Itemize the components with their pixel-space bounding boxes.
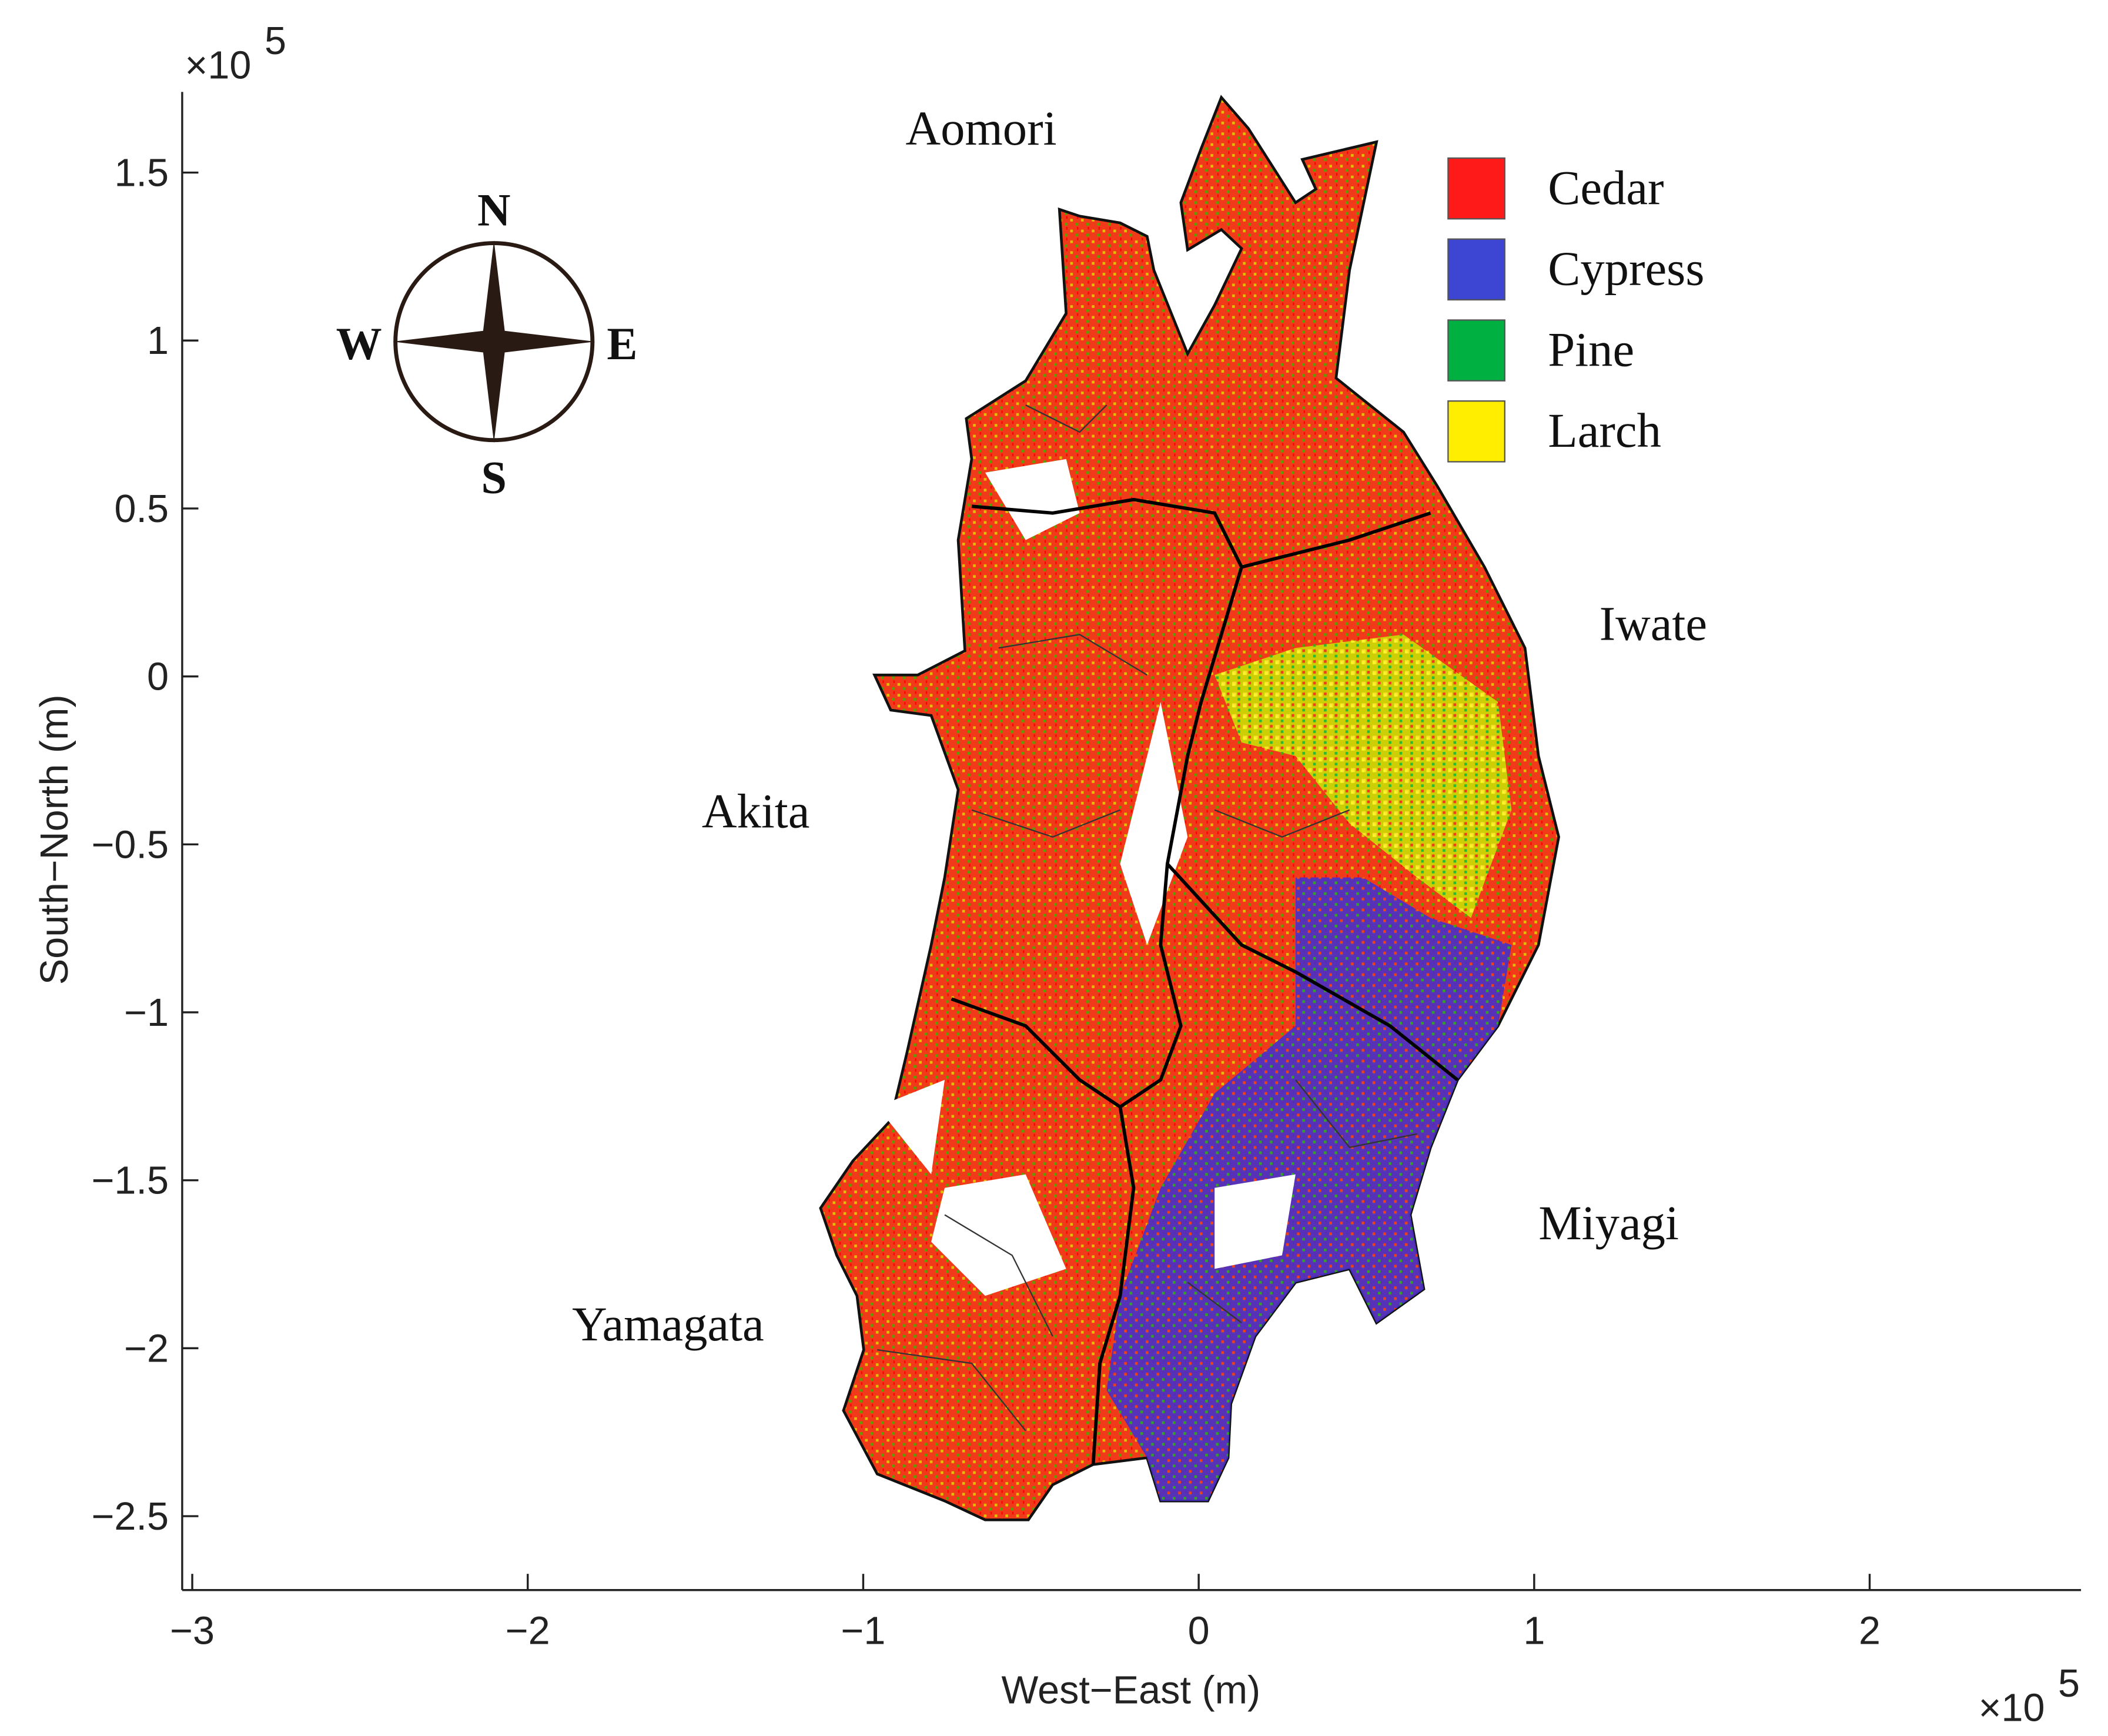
- y-tick-label: −0.5: [92, 823, 169, 867]
- compass-letter: W: [336, 318, 382, 369]
- region-label: Akita: [702, 784, 810, 838]
- legend-swatch: [1447, 238, 1505, 301]
- x-multiplier-power: 5: [2058, 1662, 2080, 1705]
- region-label: Yamagata: [572, 1297, 764, 1351]
- y-tick-label: 0.5: [114, 487, 169, 531]
- y-tick-label: −1.5: [92, 1159, 169, 1203]
- compass-letter: E: [607, 318, 637, 369]
- clearing: [877, 459, 1296, 1296]
- x-tick-label: 0: [1188, 1610, 1210, 1653]
- y-multiplier: ×10: [185, 44, 252, 87]
- x-tick-label: −1: [841, 1610, 886, 1653]
- y-tick-label: −2.5: [92, 1495, 169, 1538]
- x-tick-label: 1: [1523, 1610, 1545, 1653]
- x-tick-label: −2: [506, 1610, 550, 1653]
- legend-label: Cedar: [1548, 160, 1664, 215]
- legend-swatch: [1447, 319, 1505, 382]
- legend-label: Larch: [1548, 403, 1661, 457]
- y-axis-label: South−North (m): [33, 694, 76, 985]
- x-axis-label: West−East (m): [1001, 1669, 1260, 1712]
- legend-swatch: [1447, 400, 1505, 463]
- compass-letter: S: [481, 451, 507, 503]
- legend-label: Cypress: [1548, 242, 1704, 296]
- x-tick-label: 2: [1859, 1610, 1881, 1653]
- region-label: Iwate: [1600, 597, 1708, 651]
- cypress-area: [1106, 877, 1512, 1501]
- y-tick-label: 1.5: [114, 152, 169, 195]
- x-multiplier: ×10: [1979, 1686, 2045, 1730]
- y-tick-label: −2: [124, 1327, 169, 1370]
- prefecture-border: [951, 497, 1459, 1465]
- y-tick-label: 1: [147, 319, 169, 363]
- municipal-borders: [877, 404, 1417, 1431]
- y-multiplier-power: 5: [265, 19, 286, 63]
- legend-swatch: [1447, 157, 1505, 220]
- region-label: Miyagi: [1538, 1196, 1679, 1250]
- map-land: [819, 95, 1560, 1521]
- region-label: Aomori: [906, 101, 1057, 155]
- compass-letter: N: [477, 185, 510, 236]
- legend-label: Pine: [1548, 322, 1634, 376]
- x-tick-label: −3: [170, 1610, 215, 1653]
- compass-star: [393, 240, 595, 443]
- y-tick-label: −1: [124, 991, 169, 1035]
- y-tick-label: 0: [147, 655, 169, 699]
- larch-pine-area: [1214, 634, 1512, 918]
